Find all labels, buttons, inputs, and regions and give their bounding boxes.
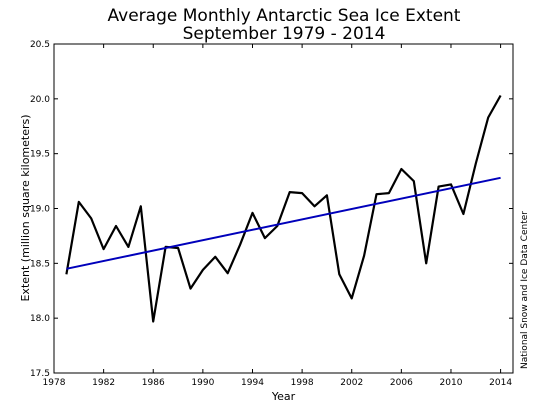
axis-ticks: 1978 1982 1986 1990 1994 1998 2002 2006 2010 2014… [30, 40, 513, 388]
trend-line [66, 176, 501, 270]
series-layer [65, 94, 502, 323]
x-tick-label: 1986 [142, 378, 165, 388]
x-tick-label: 2010 [440, 378, 463, 388]
x-tick-label: 2002 [340, 378, 363, 388]
y-tick-label: 17.5 [30, 369, 50, 379]
x-tick-label: 1978 [43, 378, 66, 388]
extent-series-line [65, 94, 502, 323]
x-tick-label: 1998 [291, 378, 314, 388]
chart-subtitle: September 1979 - 2014 [183, 24, 386, 44]
y-tick-label: 18.5 [30, 259, 50, 269]
y-tick-label: 18.0 [30, 314, 50, 324]
y-tick-label: 19.5 [30, 150, 50, 160]
y-tick-label: 20.0 [30, 95, 50, 105]
x-axis-label: Year [271, 390, 296, 403]
y-axis-label: Extent (million square kilometers) [19, 114, 32, 301]
x-tick-label: 2014 [489, 378, 512, 388]
x-tick-label: 1994 [241, 378, 264, 388]
y-tick-label: 19.0 [30, 205, 50, 215]
y-tick-label: 20.5 [30, 40, 50, 50]
x-tick-label: 1990 [191, 378, 214, 388]
credit-label: National Snow and Ice Data Center [520, 211, 530, 369]
x-tick-label: 2006 [390, 378, 413, 388]
x-tick-label: 1982 [92, 378, 115, 388]
chart-title: Average Monthly Antarctic Sea Ice Extent [108, 6, 461, 26]
